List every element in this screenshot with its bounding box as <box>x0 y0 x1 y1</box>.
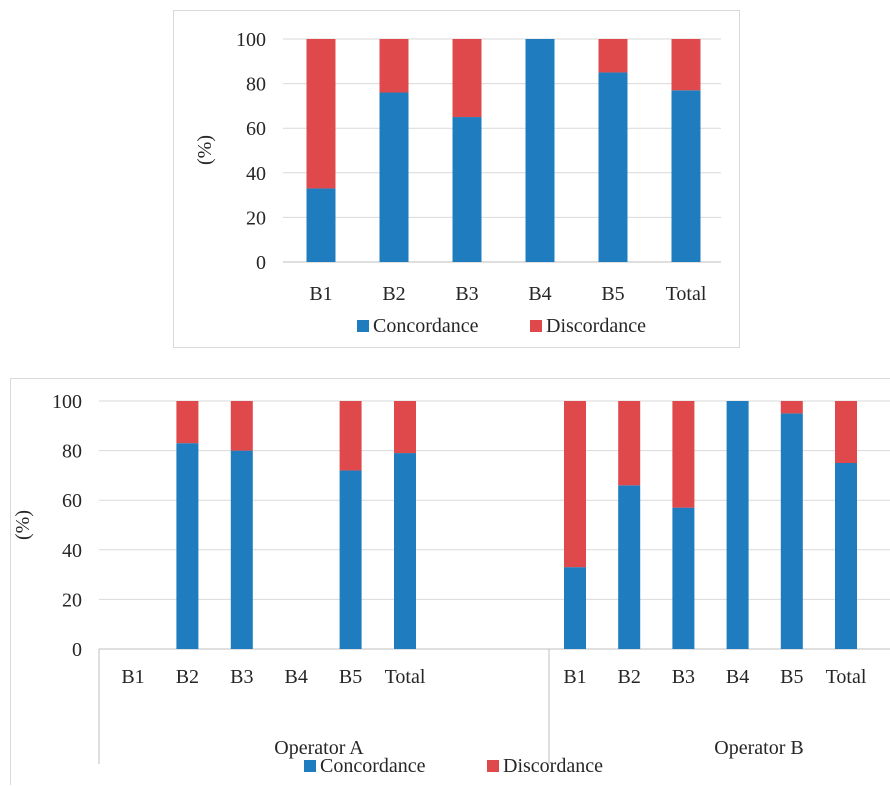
concordance-bar <box>306 188 336 262</box>
chart-top-panel: 0 20 40 60 80 100 (%) B1 B2 B3 B4 B5 Total Concordanc… <box>173 10 740 348</box>
concordance-bar <box>618 485 641 649</box>
y-tick-label: 20 <box>246 207 266 229</box>
legend-swatch-concordance <box>357 320 369 332</box>
y-tick-label: 80 <box>246 74 266 96</box>
y-tick-label: 100 <box>52 391 82 413</box>
discordance-bar <box>564 401 586 568</box>
y-tick-label: 60 <box>246 118 266 140</box>
concordance-bar <box>452 117 482 262</box>
concordance-bar <box>525 39 555 262</box>
legend-swatch-concordance <box>304 760 316 772</box>
x-tick-label: B4 <box>285 666 308 688</box>
concordance-bar <box>394 453 416 649</box>
discordance-bar <box>672 401 695 508</box>
y-tick-label: 100 <box>236 29 266 51</box>
y-tick-label: 20 <box>62 589 82 611</box>
x-tick-label: B3 <box>672 666 695 688</box>
discordance-bar <box>835 401 857 463</box>
x-tick-label: B3 <box>455 283 478 305</box>
concordance-bar <box>230 450 253 649</box>
concordance-bar <box>598 72 628 262</box>
y-axis-label: (%) <box>194 135 216 165</box>
chart-top-svg: 0 20 40 60 80 100 (%) B1 B2 B3 B4 B5 Total Concordanc… <box>194 29 721 337</box>
discordance-bar <box>230 401 253 451</box>
legend-swatch-discordance <box>530 320 542 332</box>
discordance-bar <box>394 401 416 454</box>
legend-label: Concordance <box>373 315 479 337</box>
x-tick-label: B1 <box>563 666 586 688</box>
concordance-bar <box>379 92 409 263</box>
discordance-bar <box>379 39 409 93</box>
legend-swatch-discordance <box>487 760 499 772</box>
x-tick-label: Total <box>826 666 867 688</box>
discordance-bar <box>339 401 362 471</box>
discordance-bar <box>618 401 641 486</box>
concordance-bar <box>780 413 803 649</box>
chart-bottom-panel: 0 20 40 60 80 100 (%) B1 B2 B3 B4 B5 Total B1 B2 B3 B4 B5… <box>10 378 890 785</box>
legend-label: Discordance <box>546 315 646 337</box>
x-tick-label: B5 <box>601 283 624 305</box>
group-label: Operator B <box>714 737 803 759</box>
x-tick-label: B2 <box>618 666 641 688</box>
concordance-bar <box>726 401 749 649</box>
x-tick-label: B2 <box>382 283 405 305</box>
y-tick-label: 40 <box>62 540 82 562</box>
x-tick-label: B2 <box>176 666 199 688</box>
x-tick-label: B5 <box>780 666 803 688</box>
x-tick-label: Total <box>666 283 707 305</box>
legend-label: Concordance <box>320 755 426 777</box>
concordance-bar <box>176 443 199 649</box>
discordance-bar <box>780 401 803 414</box>
discordance-bar <box>306 39 336 189</box>
y-tick-label: 80 <box>62 441 82 463</box>
concordance-bar <box>339 470 362 649</box>
concordance-bar <box>671 90 701 262</box>
discordance-bar <box>452 39 482 118</box>
x-tick-label: B1 <box>309 283 332 305</box>
concordance-bar <box>672 507 695 649</box>
x-tick-label: B4 <box>726 666 749 688</box>
y-axis-label: (%) <box>12 510 34 540</box>
concordance-bar <box>564 567 586 649</box>
group-label: Operator A <box>274 737 364 759</box>
y-tick-label: 60 <box>62 490 82 512</box>
y-tick-label: 40 <box>246 163 266 185</box>
x-tick-label: B3 <box>230 666 253 688</box>
discordance-bar <box>671 39 701 91</box>
y-tick-label: 0 <box>256 252 266 274</box>
x-tick-label: B1 <box>121 666 144 688</box>
discordance-bar <box>176 401 199 444</box>
y-tick-label: 0 <box>72 639 82 661</box>
chart-bottom-svg: 0 20 40 60 80 100 (%) B1 B2 B3 B4 B5 Total B1 B2 B3 B4 B5… <box>12 391 890 777</box>
discordance-bar <box>598 39 628 73</box>
concordance-bar <box>835 463 857 649</box>
legend-label: Discordance <box>503 755 603 777</box>
x-tick-label: Total <box>385 666 426 688</box>
x-tick-label: B5 <box>339 666 362 688</box>
x-tick-label: B4 <box>528 283 551 305</box>
